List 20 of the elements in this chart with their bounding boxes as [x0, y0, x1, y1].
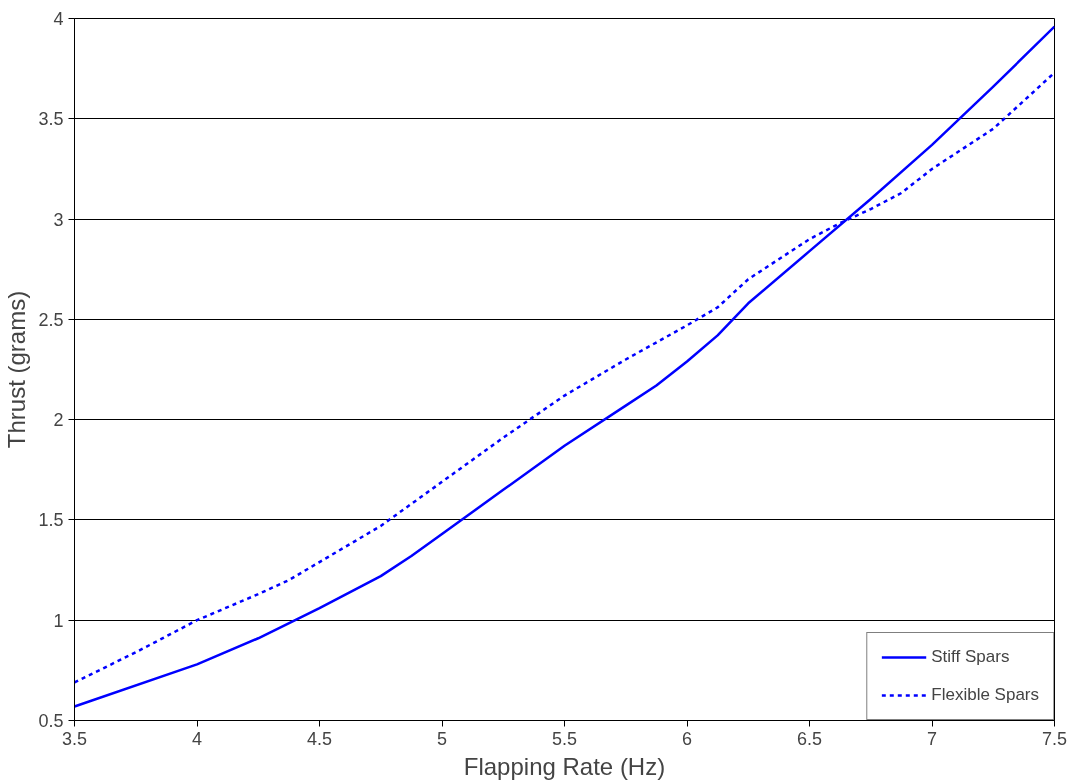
- x-tick-label: 4: [191, 728, 203, 749]
- y-tick-label: 3.5: [38, 109, 64, 130]
- y-tick-label: 3: [53, 209, 64, 230]
- y-tick-label: 1: [53, 610, 64, 631]
- y-tick-label: 1.5: [38, 510, 64, 531]
- y-tick-label: 0.5: [38, 711, 64, 731]
- x-tick-label: 5.5: [551, 728, 578, 749]
- x-tick-label: 7: [926, 728, 938, 749]
- y-tick-label: 2: [53, 410, 64, 431]
- x-tick-label: 6.5: [796, 728, 823, 749]
- x-tick-label: 4.5: [306, 728, 333, 749]
- x-tick-label: 7.5: [1041, 728, 1068, 749]
- legend-label: Stiff Spars: [931, 647, 1010, 667]
- legend-label: Flexible Spars: [931, 685, 1039, 705]
- y-axis-title: Thrust (grams): [3, 290, 31, 449]
- x-tick-label: 6: [681, 728, 693, 749]
- x-axis-title: Flapping Rate (Hz): [463, 752, 666, 780]
- y-tick-label: 4: [53, 9, 64, 29]
- y-tick-label: 2.5: [38, 309, 64, 330]
- x-tick-label: 5: [436, 728, 448, 749]
